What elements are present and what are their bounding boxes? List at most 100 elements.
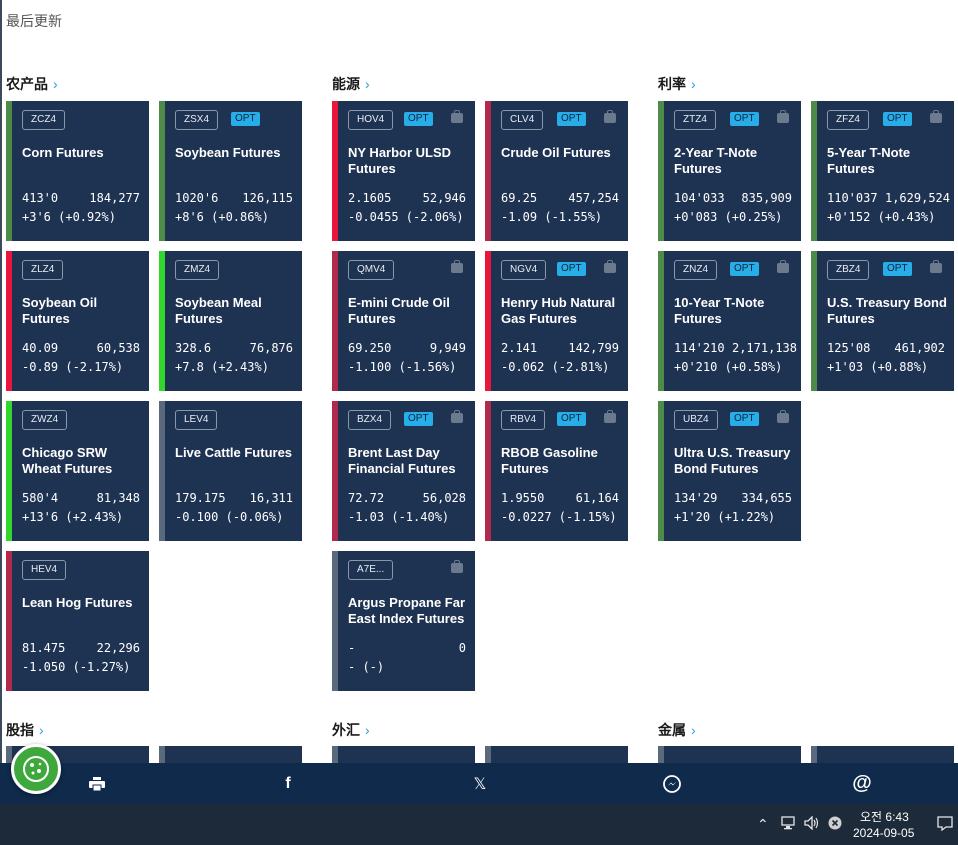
last-price: 81.475 [22, 641, 66, 655]
contract-code: HOV4 [348, 110, 394, 130]
trend-accent [159, 401, 165, 541]
futures-card-zbz4[interactable]: ZBZ4 OPT U.S. Treasury Bond Futures 125'… [811, 251, 954, 391]
cookie-settings-button[interactable] [11, 744, 61, 794]
network-icon[interactable] [780, 816, 796, 833]
section-fx-link[interactable]: 外汇 › [332, 720, 370, 740]
trend-accent [159, 746, 165, 764]
contract-name: Corn Futures [22, 145, 104, 160]
options-badge[interactable]: OPT [730, 262, 759, 276]
options-badge[interactable]: OPT [557, 262, 586, 276]
chevron-up-icon[interactable]: ⌃ [757, 816, 769, 832]
futures-card-partial[interactable] [485, 746, 628, 764]
options-badge[interactable]: OPT [231, 112, 260, 126]
briefcase-icon[interactable] [451, 260, 463, 273]
price-change: +1'20 (+1.22%) [674, 510, 776, 524]
contract-name: Crude Oil Futures [501, 145, 611, 160]
futures-card-znz4[interactable]: ZNZ4 OPT 10-Year T-Note Futures 114'210 … [658, 251, 801, 391]
facebook-share-button[interactable]: f [268, 763, 308, 804]
futures-card-partial[interactable] [332, 746, 475, 764]
print-icon [89, 776, 105, 791]
action-center-icon[interactable] [937, 816, 953, 834]
options-badge[interactable]: OPT [883, 112, 912, 126]
futures-card-rbv4[interactable]: RBV4 OPT RBOB Gasoline Futures 1.9550 61… [485, 401, 628, 541]
email-share-button[interactable]: @ [842, 763, 882, 804]
futures-card-zlz4[interactable]: ZLZ4 Soybean Oil Futures 40.09 60,538 -0… [6, 251, 149, 391]
options-badge[interactable]: OPT [557, 412, 586, 426]
futures-card-clv4[interactable]: CLV4 OPT Crude Oil Futures 69.25 457,254… [485, 101, 628, 241]
contract-code: LEV4 [175, 410, 218, 430]
price-change: +0'152 (+0.43%) [827, 210, 936, 224]
futures-card-zwz4[interactable]: ZWZ4 Chicago SRW Wheat Futures 580'4 81,… [6, 401, 149, 541]
trend-accent [332, 401, 338, 541]
futures-card-lev4[interactable]: LEV4 Live Cattle Futures 179.175 16,311 … [159, 401, 302, 541]
section-rates-link[interactable]: 利率 › [658, 74, 696, 94]
briefcase-icon[interactable] [777, 110, 789, 123]
options-badge[interactable]: OPT [404, 112, 433, 126]
volume-icon[interactable] [804, 815, 820, 833]
section-equity-link[interactable]: 股指 › [6, 720, 44, 740]
trend-accent [6, 401, 12, 541]
messenger-icon [663, 774, 681, 793]
futures-card-a7e[interactable]: A7E... Argus Propane Far East Index Futu… [332, 551, 475, 691]
options-badge[interactable]: OPT [730, 412, 759, 426]
futures-card-hov4[interactable]: HOV4 OPT NY Harbor ULSD Futures 2.1605 5… [332, 101, 475, 241]
last-price: 69.250 [348, 341, 392, 355]
volume: 76,876 [249, 341, 293, 355]
last-price: 125'08 [827, 341, 871, 355]
messenger-share-button[interactable] [652, 763, 692, 804]
section-agriculture-link[interactable]: 农产品 › [6, 74, 58, 94]
clock-time[interactable]: 오전 6:43 [860, 810, 909, 824]
futures-card-ngv4[interactable]: NGV4 OPT Henry Hub Natural Gas Futures 2… [485, 251, 628, 391]
briefcase-icon[interactable] [604, 110, 616, 123]
last-price: 328.6 [175, 341, 212, 355]
price-change: +1'03 (+0.88%) [827, 360, 929, 374]
section-energy-title: 能源 [332, 76, 360, 92]
trend-accent [485, 101, 491, 241]
futures-card-partial[interactable] [159, 746, 302, 764]
briefcase-icon[interactable] [777, 410, 789, 423]
futures-card-qmv4[interactable]: QMV4 E-mini Crude Oil Futures 69.250 9,9… [332, 251, 475, 391]
print-button[interactable] [77, 763, 117, 804]
x-share-button[interactable]: 𝕏 [460, 763, 500, 804]
briefcase-icon[interactable] [604, 260, 616, 273]
options-badge[interactable]: OPT [883, 262, 912, 276]
email-icon: @ [852, 772, 872, 794]
futures-card-partial[interactable] [811, 746, 954, 764]
contract-code: ZMZ4 [175, 260, 220, 280]
briefcase-icon[interactable] [930, 260, 942, 273]
options-badge[interactable]: OPT [404, 412, 433, 426]
briefcase-icon[interactable] [451, 560, 463, 573]
price-change: -0.100 (-0.06%) [175, 510, 284, 524]
futures-card-ubz4[interactable]: UBZ4 OPT Ultra U.S. Treasury Bond Future… [658, 401, 801, 541]
briefcase-icon[interactable] [930, 110, 942, 123]
contract-name: Argus Propane Far East Index Futures [348, 595, 466, 626]
futures-card-hev4[interactable]: HEV4 Lean Hog Futures 81.475 22,296 -1.0… [6, 551, 149, 691]
briefcase-icon[interactable] [777, 260, 789, 273]
futures-card-zsx4[interactable]: ZSX4 OPT Soybean Futures 1020'6 126,115 … [159, 101, 302, 241]
section-metals-link[interactable]: 金属 › [658, 720, 696, 740]
chevron-right-icon: › [39, 722, 44, 738]
notification-muted-icon[interactable] [828, 816, 842, 833]
trend-accent [6, 551, 12, 691]
briefcase-icon[interactable] [604, 410, 616, 423]
clock-date[interactable]: 2024-09-05 [853, 826, 915, 840]
contract-code: A7E... [348, 560, 394, 580]
futures-card-zcz4[interactable]: ZCZ4 Corn Futures 413'0 184,277 +3'6 (+0… [6, 101, 149, 241]
volume: 835,909 [741, 191, 792, 205]
trend-accent [485, 746, 491, 764]
chevron-right-icon: › [365, 76, 370, 92]
futures-card-ztz4[interactable]: ZTZ4 OPT 2-Year T-Note Futures 104'033 8… [658, 101, 801, 241]
briefcase-icon[interactable] [451, 410, 463, 423]
briefcase-icon[interactable] [451, 110, 463, 123]
options-badge[interactable]: OPT [730, 112, 759, 126]
contract-code: ZSX4 [175, 110, 219, 130]
trend-accent [658, 401, 664, 541]
futures-card-partial[interactable] [658, 746, 801, 764]
volume: 142,799 [568, 341, 619, 355]
options-badge[interactable]: OPT [557, 112, 586, 126]
futures-card-zfz4[interactable]: ZFZ4 OPT 5-Year T-Note Futures 110'037 1… [811, 101, 954, 241]
futures-card-bzx4[interactable]: BZX4 OPT Brent Last Day Financial Future… [332, 401, 475, 541]
contract-name: Henry Hub Natural Gas Futures [501, 295, 616, 326]
section-energy-link[interactable]: 能源 › [332, 74, 370, 94]
futures-card-zmz4[interactable]: ZMZ4 Soybean Meal Futures 328.6 76,876 +… [159, 251, 302, 391]
